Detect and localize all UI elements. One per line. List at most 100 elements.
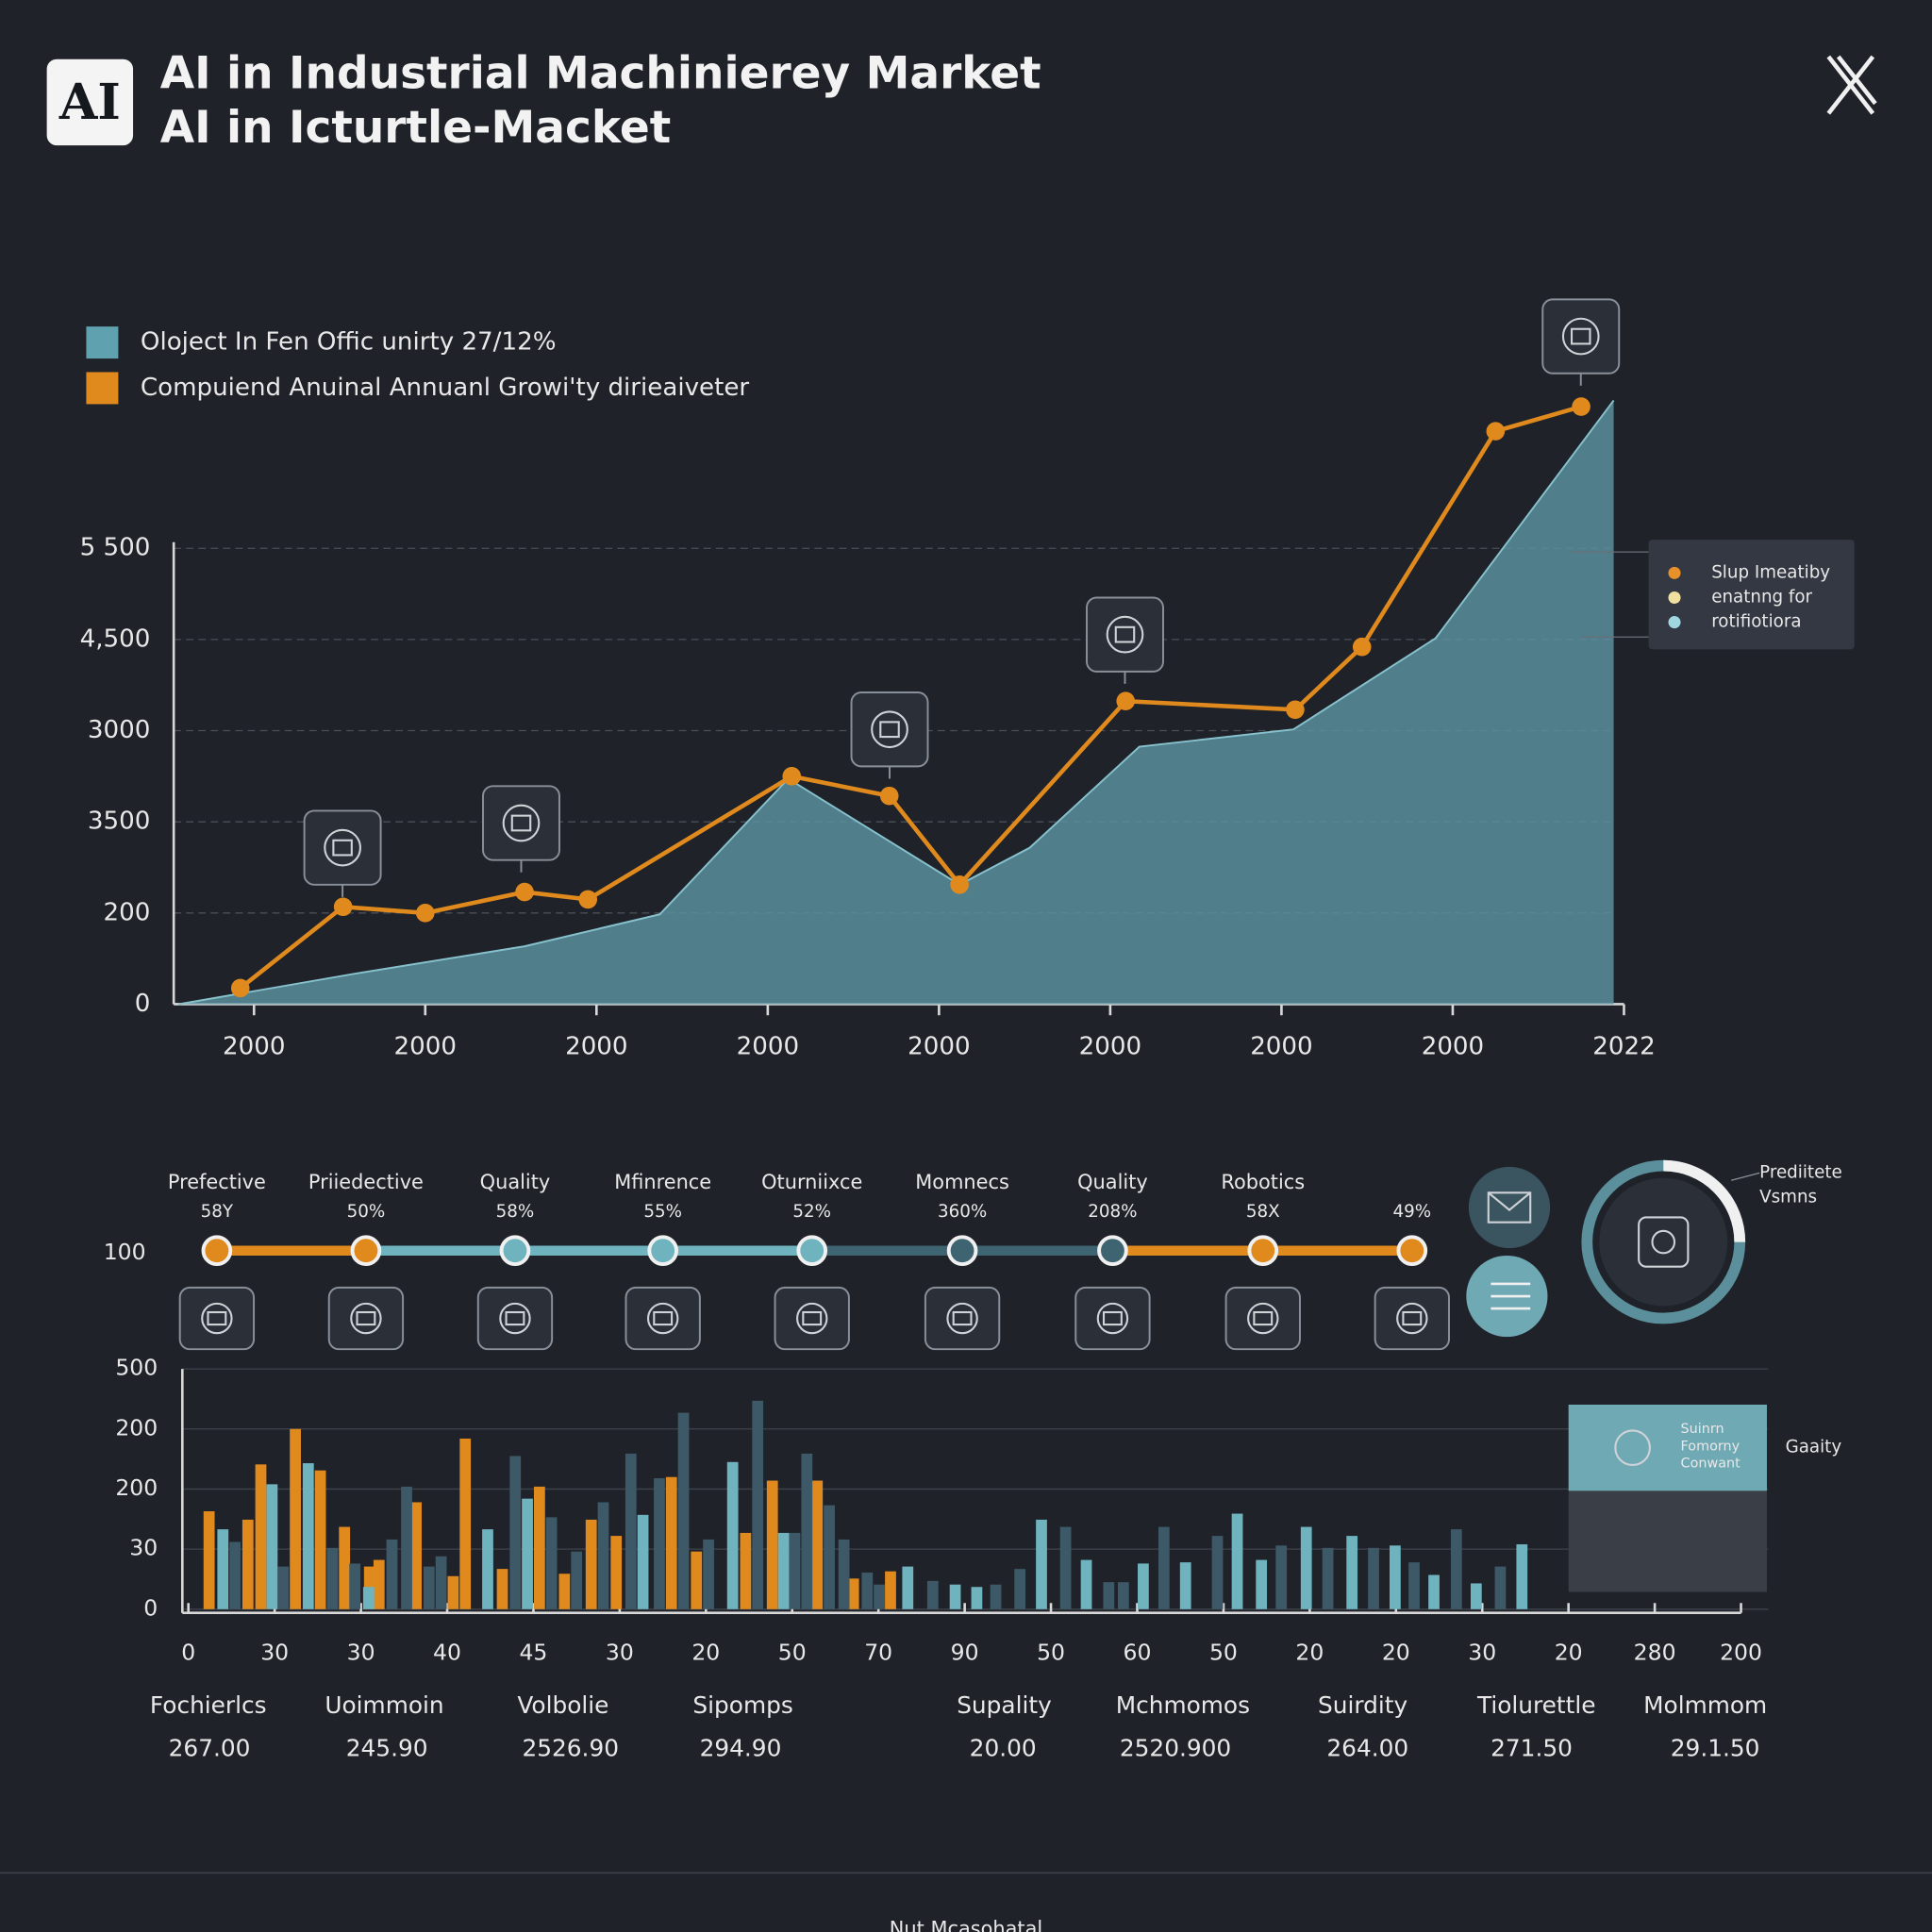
bar	[902, 1566, 914, 1609]
icon-glyph	[1102, 1310, 1123, 1326]
x-tick-label: 0	[181, 1639, 195, 1665]
bar	[401, 1486, 412, 1609]
widget-text: Vsmns	[1759, 1188, 1817, 1208]
bar	[423, 1566, 435, 1609]
point	[1286, 700, 1305, 720]
timeline-dot	[1396, 1235, 1428, 1267]
y-tick-label: 200	[104, 898, 151, 926]
timeline-dot	[1097, 1235, 1128, 1267]
bar	[625, 1453, 637, 1609]
icon-glyph	[1561, 317, 1600, 356]
icon-frame	[850, 691, 929, 768]
bar	[1117, 1582, 1129, 1609]
stat-label: Uoimmoin	[325, 1691, 443, 1719]
bar	[1275, 1545, 1288, 1609]
icon	[1374, 1286, 1450, 1351]
timeline-dot	[796, 1235, 828, 1267]
icon-glyph	[502, 804, 541, 842]
panel-label: Gaaity	[1786, 1438, 1842, 1457]
annotation-text: enatnng for	[1711, 587, 1812, 607]
x-tick-label: 20	[1295, 1639, 1324, 1665]
close-button[interactable]	[1826, 55, 1877, 115]
subtitle: AI in Icturtle-Macket	[160, 102, 671, 154]
panel-text: Fomorny	[1681, 1439, 1740, 1454]
bar	[1368, 1547, 1379, 1609]
bar	[533, 1486, 545, 1609]
x-tick-label: 20	[1555, 1639, 1583, 1665]
icon-glyph	[1096, 1302, 1129, 1335]
icon	[1224, 1286, 1301, 1351]
x-tick-label: 2000	[223, 1033, 285, 1061]
icon-glyph	[946, 1302, 978, 1335]
legend-swatch	[86, 372, 119, 405]
icon-frame	[1374, 1286, 1450, 1351]
timeline-value: 50%	[347, 1202, 386, 1222]
icon-glyph	[653, 1310, 674, 1326]
stat-value: 2520.900	[1120, 1735, 1231, 1762]
icon-glyph	[802, 1310, 823, 1326]
icon-glyph	[510, 814, 532, 832]
mail-button[interactable]	[1468, 1166, 1551, 1249]
bar	[703, 1539, 714, 1609]
icon-frame	[178, 1286, 256, 1351]
widget-leader	[1730, 1172, 1760, 1181]
stat-value: 245.90	[346, 1735, 428, 1762]
x-tick-label: 2000	[1422, 1033, 1484, 1061]
point	[515, 882, 534, 902]
x-tick-label: 2000	[394, 1033, 457, 1061]
bar	[314, 1470, 326, 1609]
timeline-value: 58Y	[201, 1202, 234, 1222]
point	[1572, 397, 1591, 416]
stat-label: Sipomps	[692, 1691, 792, 1719]
icon-glyph	[324, 828, 361, 867]
icon-frame	[1224, 1286, 1301, 1351]
point	[782, 767, 802, 786]
point	[578, 890, 598, 909]
timeline-dot	[499, 1235, 531, 1267]
bar	[1428, 1574, 1440, 1609]
y-tick-label: 500	[115, 1355, 158, 1381]
icon-glyph	[1114, 625, 1136, 643]
timeline-value: 58%	[496, 1202, 535, 1222]
logo	[46, 58, 134, 146]
timeline-value: 55%	[643, 1202, 682, 1222]
icon	[303, 809, 382, 886]
bar	[1036, 1519, 1047, 1609]
y-tick-label: 200	[115, 1414, 158, 1441]
icon-glyph	[646, 1302, 679, 1335]
bar	[349, 1563, 361, 1609]
panel-text: Suinrn	[1681, 1422, 1724, 1437]
bar	[545, 1517, 558, 1609]
y-tick-label: 200	[115, 1474, 158, 1501]
timeline-dot	[201, 1235, 233, 1267]
footer-text: Nut Mcasohatal	[890, 1917, 1042, 1932]
icon-frame	[1086, 596, 1164, 673]
y-tick-label: 30	[129, 1535, 158, 1561]
icon-frame	[1074, 1286, 1151, 1351]
x-tick-label: 30	[1468, 1639, 1496, 1665]
timeline-value: 58X	[1246, 1202, 1280, 1222]
bar	[1322, 1547, 1334, 1609]
point	[1352, 637, 1372, 657]
stat-label: Fochierlcs	[150, 1691, 267, 1719]
x-tick-label: 50	[778, 1639, 807, 1665]
stat-label: Supality	[957, 1691, 1052, 1719]
bar	[1408, 1562, 1420, 1609]
bar	[373, 1559, 385, 1609]
icon-glyph	[871, 710, 908, 749]
icon	[178, 1286, 256, 1351]
bar	[885, 1571, 896, 1609]
bar	[558, 1574, 571, 1609]
bar	[926, 1580, 939, 1609]
bar	[1103, 1582, 1115, 1609]
timeline-label: Oturniixce	[761, 1171, 862, 1193]
icon-glyph	[505, 1310, 525, 1326]
bar	[1059, 1526, 1072, 1609]
mail-icon	[1488, 1191, 1531, 1211]
y-tick-label: 3500	[88, 808, 150, 836]
bar	[726, 1461, 739, 1609]
annotation-dot	[1668, 566, 1681, 579]
icon	[924, 1286, 1001, 1351]
x-tick-label: 2000	[737, 1033, 799, 1061]
